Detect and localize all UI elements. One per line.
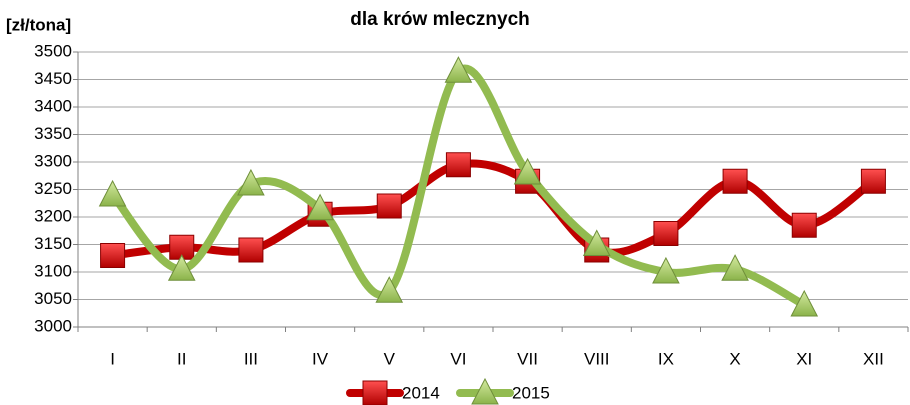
x-tick-label: VIII (584, 349, 610, 368)
y-tick-label: 3300 (34, 151, 72, 170)
y-tick-label: 3200 (34, 206, 72, 225)
data-point (98, 179, 127, 207)
x-tick-label: VI (450, 349, 466, 368)
x-tick-label: V (384, 349, 396, 368)
x-tick-label: X (729, 349, 740, 368)
y-tick-label: 3000 (34, 316, 72, 335)
data-point (238, 237, 264, 263)
y-axis-label: [zł/tona] (6, 15, 71, 34)
x-tick-label: IX (658, 349, 674, 368)
y-tick-label: 3150 (34, 234, 72, 253)
x-tick-label: I (110, 349, 115, 368)
x-tick-label: IV (312, 349, 329, 368)
data-point (791, 212, 817, 238)
y-tick-label: 3450 (34, 69, 72, 88)
y-tick-label: 3050 (34, 289, 72, 308)
series-line (108, 64, 809, 309)
y-tick-label: 3500 (34, 41, 72, 60)
data-point (653, 221, 679, 246)
x-tick-label: VII (517, 349, 538, 368)
data-point (652, 256, 680, 284)
data-point (167, 254, 196, 281)
legend-marker (362, 380, 388, 405)
legend-marker (471, 377, 499, 405)
data-point (790, 289, 819, 317)
y-tick-label: 3400 (34, 96, 72, 115)
data-point (376, 193, 402, 219)
x-tick-label: XI (796, 349, 812, 368)
data-point (445, 152, 471, 178)
legend-label: 2014 (402, 383, 440, 402)
data-point (306, 193, 334, 221)
y-tick-label: 3350 (34, 124, 72, 143)
data-point (237, 168, 265, 196)
legend-label: 2015 (512, 383, 550, 402)
data-point (100, 243, 126, 268)
data-point (722, 168, 748, 194)
x-tick-label: II (177, 349, 186, 368)
data-point (582, 229, 611, 256)
y-tick-label: 3100 (34, 261, 72, 280)
x-tick-label: III (244, 349, 258, 368)
data-point (513, 157, 542, 185)
legend-item: 2015 (456, 377, 550, 405)
data-point (444, 56, 473, 83)
data-point (375, 276, 404, 303)
chart-title: dla krów mlecznych (350, 9, 530, 30)
legend-item: 2014 (346, 380, 440, 405)
data-point (860, 168, 886, 194)
y-tick-label: 3250 (34, 179, 72, 198)
data-point (721, 254, 749, 281)
x-tick-label: XII (863, 349, 884, 368)
